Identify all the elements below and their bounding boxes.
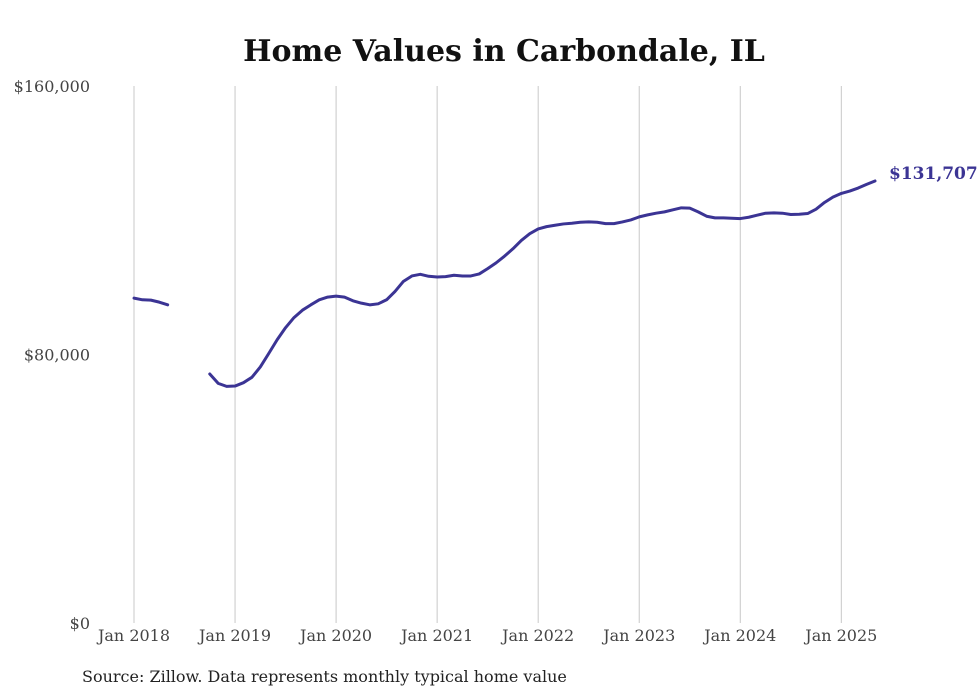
- gridlines: [133, 86, 842, 623]
- x-tick-label: Jan 2021: [399, 626, 473, 645]
- y-tick-label: $0: [70, 614, 90, 633]
- x-axis-ticks: Jan 2018 Jan 2019 Jan 2020 Jan 2021 Jan 2022…: [96, 626, 877, 645]
- x-tick-label: Jan 2023: [601, 626, 675, 645]
- x-tick-label: Jan 2022: [500, 626, 574, 645]
- x-tick-label: Jan 2018: [96, 626, 170, 645]
- chart-title: Home Values in Carbondale, IL: [243, 34, 765, 69]
- source-note: Source: Zillow. Data represents monthly …: [82, 667, 567, 686]
- y-axis-ticks: $0 $80,000 $160,000: [14, 77, 90, 633]
- y-tick-label: $80,000: [24, 346, 90, 365]
- y-tick-label: $160,000: [14, 77, 90, 96]
- x-tick-label: Jan 2025: [803, 626, 877, 645]
- x-tick-label: Jan 2019: [197, 626, 271, 645]
- x-tick-label: Jan 2020: [298, 626, 372, 645]
- series-lines: [132, 179, 877, 388]
- last-value-label: $131,707: [889, 164, 978, 184]
- x-tick-label: Jan 2024: [702, 626, 776, 645]
- series-line: [132, 179, 877, 388]
